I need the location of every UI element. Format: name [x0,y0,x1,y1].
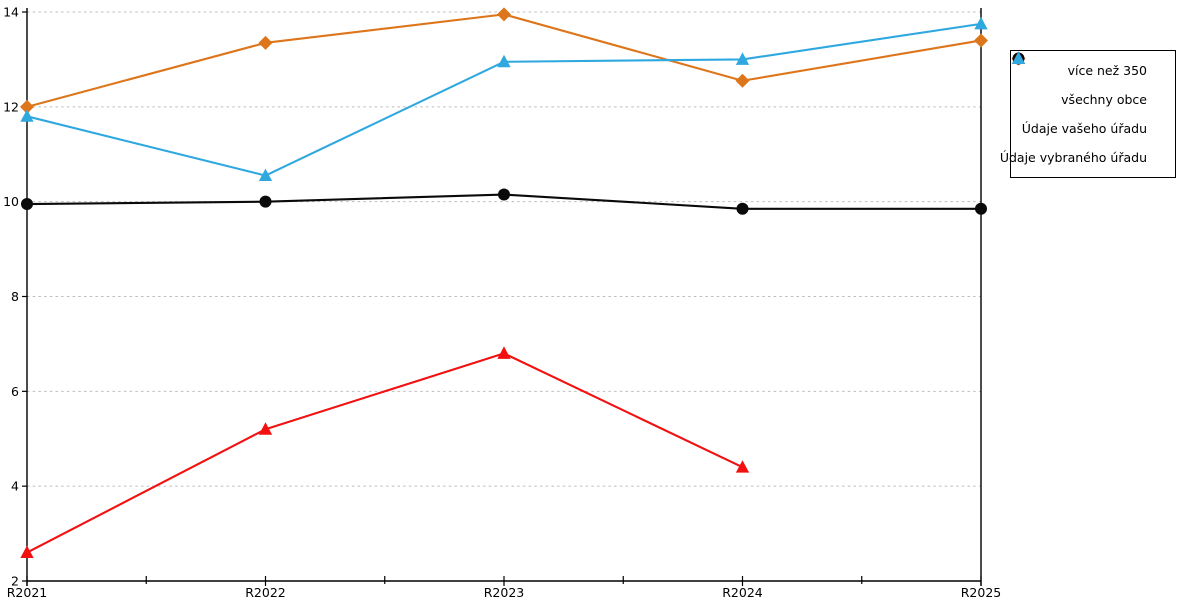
y-tick-label: 14 [3,5,19,20]
data-point-udaje-vaseho-uradu [497,346,511,359]
y-tick-label: 4 [11,479,19,494]
data-point-vice-nez-350 [20,99,34,114]
triangle-icon [1011,51,1168,136]
legend: více než 350 všechny obce Údaje vašeho úřa… [1000,50,1176,178]
legend-item: Údaje vašeho úřadu [1011,51,1168,143]
data-point-udaje-vybraneho-uradu [974,16,988,30]
series-line-udaje-vaseho-uradu [26,352,743,554]
data-point-vice-nez-350 [258,35,273,50]
x-tick-label: R2021 [7,585,48,600]
series-line-udaje-vybraneho-uradu [26,22,982,177]
y-tick-label: 12 [3,99,19,114]
diamond-icon [1011,51,1168,78]
data-point-udaje-vaseho-uradu [20,545,34,559]
data-point-vice-nez-350 [497,7,511,22]
data-point-udaje-vybraneho-uradu [497,54,511,68]
data-point-vsechny-obce [975,202,987,215]
x-tick-label: R2023 [484,585,525,600]
data-point-vsechny-obce [498,188,510,201]
data-point-udaje-vybraneho-uradu [258,168,273,182]
legend-item: více než 350 [1011,51,1168,85]
circle-icon [1012,52,1168,107]
x-tick-label: R2025 [961,585,1002,600]
legend-label: všechny obce [1061,92,1147,107]
data-point-udaje-vybraneho-uradu [735,52,750,65]
x-tick-label: R2022 [245,585,286,600]
data-point-vice-nez-350 [735,73,750,88]
data-point-vsechny-obce [21,198,33,211]
data-point-udaje-vaseho-uradu [735,460,750,473]
y-tick-label: 2 [11,574,19,589]
data-point-vsechny-obce [259,195,272,208]
y-tick-label: 6 [11,384,19,399]
x-tick-label: R2024 [722,585,763,600]
data-point-vsechny-obce [736,202,749,215]
legend-label: Údaje vybraného úřadu [999,150,1147,165]
legend-label: více než 350 [1067,63,1147,78]
y-tick-label: 10 [3,194,19,209]
legend-item: všechny obce [1012,52,1168,114]
legend-label: Údaje vašeho úřadu [1021,121,1147,136]
data-point-vice-nez-350 [974,33,988,48]
legend-item: Údaje vybraného úřadu [1000,51,1168,172]
y-tick-label: 8 [11,289,19,304]
data-point-udaje-vybraneho-uradu [20,109,34,122]
data-point-udaje-vaseho-uradu [258,422,273,435]
triangle-icon [1011,51,1168,165]
